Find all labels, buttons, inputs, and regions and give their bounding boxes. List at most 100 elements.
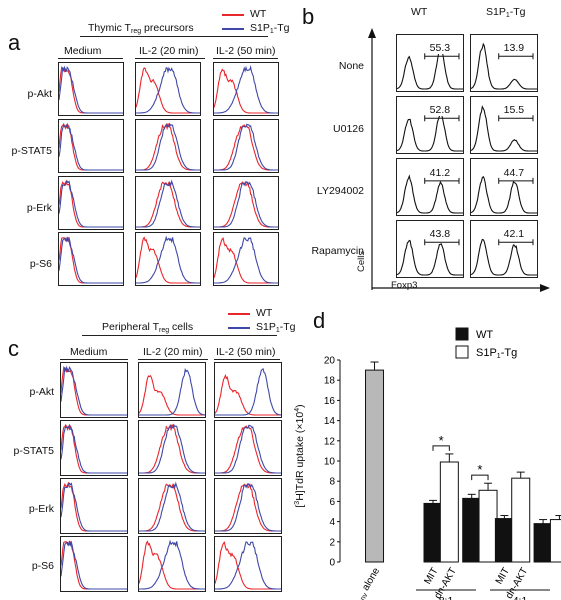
panel-a-wt-curve — [136, 67, 200, 114]
panel-a-histogram — [58, 232, 124, 286]
panel-c-wt-curve — [215, 425, 281, 474]
panel-a-tg-curve — [59, 236, 123, 284]
panel-a-col-medium: Medium — [64, 45, 102, 57]
panel-b-histogram: 13.9 — [470, 34, 538, 92]
panel-d-xlabel-mit-1: MIT — [422, 566, 440, 586]
panel-c-heading-rule — [82, 335, 277, 336]
panel-b-percent: 42.1 — [502, 228, 526, 241]
panel-c-wt-curve — [139, 483, 205, 532]
panel-a-legend-wt: WT — [250, 8, 267, 20]
panel-c-histogram-plot — [61, 540, 127, 590]
panel-c-histogram — [138, 478, 206, 534]
panel-b-curve — [397, 174, 463, 214]
panel-c-wt-curve — [215, 483, 281, 532]
panel-d-group-label-2: 4:1 — [513, 595, 528, 600]
panel-b-ylabel: Cells — [356, 250, 367, 272]
panel-a-tg-curve — [59, 65, 123, 114]
panel-b-axes — [368, 28, 550, 292]
panel-d-bars: ** — [365, 361, 561, 563]
panel-c-tg-curve — [215, 368, 281, 416]
panel-c-wt-curve — [139, 423, 205, 474]
panel-b-percent: 52.8 — [428, 104, 452, 117]
panel-c-histogram-plot — [215, 368, 281, 416]
panel-c-tg-curve — [139, 481, 205, 532]
panel-a-wt-curve — [59, 179, 123, 228]
panel-a-histogram — [213, 119, 279, 173]
panel-c-legend-tg-post: -Tg — [279, 321, 296, 333]
panel-b-histogram-plot — [397, 174, 463, 214]
panel-d-bar — [533, 523, 553, 563]
panel-d-bar — [439, 461, 459, 563]
panel-a-histogram-plot — [59, 179, 123, 228]
panel-a-wt-curve — [59, 65, 123, 114]
panel-d-ylabel: [3H]TdR uptake (×104) — [294, 381, 306, 531]
panel-c-col-rule-1 — [60, 359, 128, 360]
panel-c-histogram-plot — [139, 539, 205, 590]
panel-a-tg-curve — [59, 180, 123, 228]
panel-c-histogram — [60, 536, 128, 592]
panel-c-histogram — [138, 420, 206, 476]
panel-b-histogram: 55.3 — [396, 34, 464, 92]
panel-d-bar — [423, 502, 443, 563]
panel-a-wt-curve — [214, 181, 278, 228]
panel-d-y-tick-label: 12 — [324, 436, 336, 447]
panel-c-histogram — [214, 362, 282, 418]
panel-c-histogram — [60, 478, 128, 534]
panel-b-percent: 13.9 — [502, 42, 526, 55]
panel-c-tg-curve — [61, 540, 127, 590]
panel-a-histogram — [135, 62, 201, 116]
panel-b-histogram: 42.1 — [470, 220, 538, 278]
panel-c-heading-sub: reg — [159, 327, 170, 334]
panel-c-heading-text: Peripheral T — [102, 321, 160, 333]
panel-d-bar — [365, 369, 385, 563]
panel-c-wt-curve — [61, 481, 127, 532]
panel-a-legend-tg-line — [222, 28, 244, 30]
panel-c-tg-curve — [215, 424, 281, 474]
panel-b-row-none: None — [338, 60, 364, 72]
panel-c-tg-curve — [215, 482, 281, 532]
panel-b-percent: 41.2 — [428, 166, 452, 179]
panel-c-col-il2-20: IL-2 (20 min) — [143, 346, 203, 358]
panel-a-tg-curve — [136, 179, 200, 228]
panel-c-histogram — [214, 420, 282, 476]
panel-b-histogram: 44.7 — [470, 158, 538, 216]
panel-d-y-tick-label: 8 — [329, 477, 335, 488]
panel-a-histogram — [213, 176, 279, 230]
panel-d-y-tick-label: 14 — [324, 416, 336, 427]
panel-c-tg-curve — [139, 423, 205, 474]
panel-b-curve — [397, 239, 463, 276]
panel-d-y-tick-label: 0 — [329, 558, 335, 569]
panel-d-y-tick-label: 20 — [324, 356, 336, 367]
panel-a-letter: a — [8, 30, 21, 55]
panel-a-row-stat5: p-STAT5 — [11, 145, 52, 157]
panel-a-histogram-plot — [214, 236, 278, 284]
panel-d-y-tick-label: 4 — [329, 517, 335, 528]
panel-a-tg-curve — [214, 236, 278, 284]
panel-a-wt-curve — [136, 236, 200, 284]
panel-b-histogram-plot — [397, 48, 463, 90]
panel-a-wt-curve — [214, 124, 278, 171]
panel-a-wt-curve — [214, 68, 278, 114]
panel-d-bar — [462, 497, 482, 563]
panel-c-col-rule-3 — [214, 359, 280, 360]
panel-c-heading-rest: cells — [169, 321, 194, 333]
panel-d-bar — [549, 519, 561, 563]
panel-a-wt-curve — [136, 180, 200, 228]
panel-b-col-tg-sub: 1 — [505, 12, 510, 19]
panel-c-legend-wt-line — [228, 313, 250, 315]
panel-b-curve — [471, 175, 537, 214]
panel-c-histogram — [214, 536, 282, 592]
panel-c-tg-curve — [139, 367, 205, 416]
panel-d-sig-star: * — [439, 433, 444, 448]
panel-b-histogram: 41.2 — [396, 158, 464, 216]
panel-a-legend-wt-line — [222, 14, 244, 16]
panel-a-col-rule-3 — [213, 58, 278, 59]
panel-a-wt-curve — [214, 237, 278, 284]
panel-d-sig-star: * — [477, 462, 482, 477]
panel-b-curve — [397, 112, 463, 152]
panel-a-tg-curve — [136, 235, 200, 284]
panel-a-histogram — [135, 176, 201, 230]
panel-c-legend-tg-pre: S1P — [256, 321, 276, 333]
panel-b-letter: b — [302, 4, 315, 29]
